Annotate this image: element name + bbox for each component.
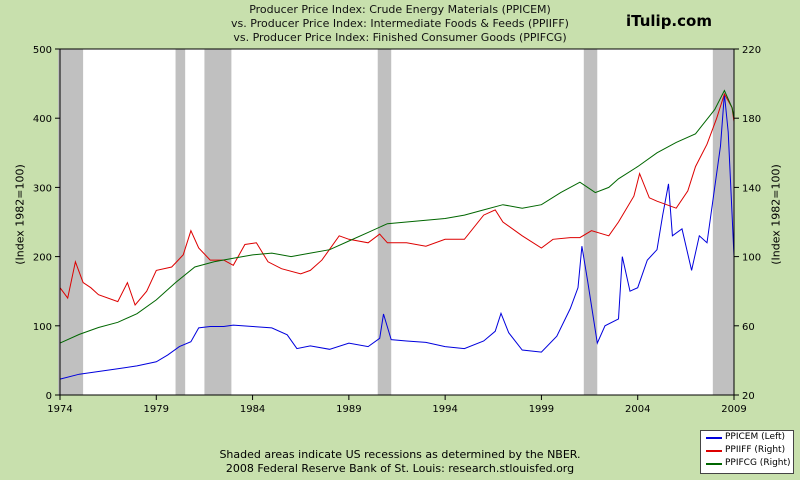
y-right-tick-label-100: 100 (742, 253, 761, 264)
x-tick-label-1994: 1994 (432, 404, 457, 415)
y-left-tick-label-400: 400 (33, 114, 52, 125)
y-right-tick-label-180: 180 (742, 114, 761, 125)
y-left-tick-label-500: 500 (33, 45, 52, 56)
x-tick-label-1989: 1989 (336, 404, 361, 415)
y-left-tick-label-0: 0 (46, 391, 52, 402)
x-tick-label-1979: 1979 (144, 404, 169, 415)
x-tick-label-1999: 1999 (529, 404, 554, 415)
chart-legend: PPICEM (Left) PPIIFF (Right) PPIFCG (Rig… (700, 430, 794, 474)
y-right-tick-label-140: 140 (742, 183, 761, 194)
y-left-tick-label-100: 100 (33, 322, 52, 333)
x-tick-label-2009: 2009 (721, 404, 746, 415)
recession-band-2 (175, 49, 186, 395)
y-left-tick-label-300: 300 (33, 183, 52, 194)
chart-title-line-2: vs. Producer Price Index: Intermediate F… (231, 17, 569, 30)
legend-item-ppifcg: PPIFCG (Right) (701, 457, 793, 470)
x-tick-label-2004: 2004 (625, 404, 650, 415)
y-axis-label-right: (Index 1982=100) (769, 164, 783, 265)
series-line-ppifcg (59, 89, 735, 344)
y-right-tick-label-220: 220 (742, 45, 761, 56)
plot-border (59, 48, 735, 396)
y-right-tick-label-20: 20 (742, 391, 755, 402)
legend-label-ppiiff: PPIIFF (Right) (725, 445, 786, 455)
brand-logo-text: iTulip.com (626, 12, 712, 30)
plot-area (60, 49, 734, 395)
legend-swatch-ppifcg (706, 463, 722, 465)
recession-band-4 (377, 49, 392, 395)
recession-band-1 (58, 49, 84, 395)
chart-title-line-1: Producer Price Index: Crude Energy Mater… (249, 3, 551, 16)
legend-item-ppicem: PPICEM (Left) (701, 431, 793, 444)
footer-source: 2008 Federal Reserve Bank of St. Louis: … (225, 462, 575, 475)
x-tick-label-1984: 1984 (240, 404, 265, 415)
series-line-ppicem (59, 93, 735, 380)
legend-label-ppifcg: PPIFCG (Right) (725, 458, 791, 468)
y-axis-label-left: (Index 1982=100) (13, 164, 27, 265)
y-right-tick-label-60: 60 (742, 322, 755, 333)
recession-band-5 (583, 49, 598, 395)
legend-swatch-ppiiff (706, 450, 722, 452)
legend-swatch-ppicem (706, 437, 722, 439)
footer-note: Shaded areas indicate US recessions as d… (219, 448, 581, 461)
series-line-ppiiff (59, 92, 735, 306)
recession-band-3 (204, 49, 232, 395)
chart-title-line-3: vs. Producer Price Index: Finished Consu… (233, 31, 567, 44)
legend-label-ppicem: PPICEM (Left) (725, 432, 786, 442)
y-left-tick-label-200: 200 (33, 253, 52, 264)
x-tick-label-1974: 1974 (47, 404, 72, 415)
legend-item-ppiiff: PPIIFF (Right) (701, 444, 793, 457)
